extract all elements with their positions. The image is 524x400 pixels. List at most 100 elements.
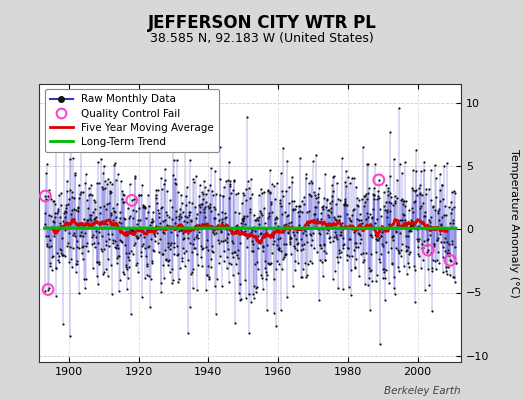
Point	[178, 255, 186, 262]
Point	[227, 230, 235, 236]
Point	[269, 238, 278, 244]
Point	[270, 310, 278, 316]
Point	[341, 179, 349, 185]
Point	[353, 230, 362, 236]
Point	[118, 269, 127, 275]
Point	[392, 195, 401, 202]
Point	[75, 232, 84, 238]
Point	[403, 246, 411, 253]
Point	[264, 260, 272, 266]
Point	[212, 223, 221, 229]
Point	[146, 222, 154, 228]
Point	[48, 224, 57, 230]
Point	[342, 168, 350, 174]
Point	[122, 250, 130, 256]
Point	[63, 188, 71, 194]
Point	[296, 203, 304, 210]
Point	[317, 245, 325, 251]
Point	[166, 197, 174, 204]
Point	[205, 276, 214, 282]
Point	[167, 224, 175, 231]
Point	[117, 223, 126, 230]
Point	[401, 216, 409, 223]
Point	[286, 239, 294, 246]
Point	[44, 286, 52, 293]
Point	[151, 192, 160, 198]
Point	[194, 202, 203, 208]
Point	[366, 232, 375, 238]
Point	[45, 244, 53, 250]
Point	[288, 198, 296, 205]
Point	[74, 182, 83, 188]
Point	[48, 224, 56, 231]
Point	[330, 233, 339, 240]
Point	[312, 216, 321, 222]
Point	[341, 198, 350, 204]
Point	[168, 280, 177, 286]
Point	[198, 263, 206, 269]
Point	[51, 214, 60, 220]
Point	[371, 219, 379, 226]
Point	[227, 261, 236, 267]
Point	[178, 200, 187, 206]
Point	[413, 238, 422, 245]
Point	[301, 227, 309, 234]
Point	[156, 220, 165, 226]
Point	[450, 254, 458, 260]
Point	[54, 252, 63, 259]
Point	[99, 170, 107, 176]
Point	[143, 261, 151, 267]
Point	[101, 184, 110, 191]
Point	[42, 169, 50, 176]
Point	[150, 229, 159, 236]
Point	[175, 276, 183, 282]
Point	[237, 227, 246, 233]
Point	[133, 234, 141, 241]
Point	[76, 233, 84, 240]
Point	[381, 275, 389, 282]
Point	[374, 188, 382, 194]
Point	[434, 210, 443, 216]
Point	[422, 191, 430, 197]
Point	[223, 235, 231, 242]
Point	[65, 230, 73, 236]
Point	[351, 265, 359, 271]
Point	[438, 244, 446, 250]
Point	[278, 188, 286, 195]
Point	[292, 225, 300, 232]
Point	[201, 214, 209, 220]
Point	[439, 269, 447, 275]
Point	[221, 237, 229, 244]
Point	[357, 220, 366, 226]
Point	[162, 188, 171, 194]
Point	[291, 245, 300, 251]
Point	[157, 205, 165, 212]
Point	[429, 256, 437, 263]
Point	[298, 274, 307, 280]
Point	[73, 204, 82, 211]
Point	[100, 203, 108, 209]
Point	[420, 159, 428, 166]
Point	[133, 260, 141, 266]
Point	[314, 226, 322, 232]
Point	[192, 234, 200, 240]
Point	[377, 213, 385, 219]
Point	[190, 236, 198, 242]
Point	[254, 266, 262, 272]
Point	[277, 248, 286, 254]
Point	[383, 209, 391, 215]
Point	[405, 206, 413, 213]
Point	[435, 217, 443, 224]
Point	[190, 204, 199, 210]
Point	[277, 307, 286, 313]
Point	[286, 234, 294, 240]
Point	[133, 221, 141, 227]
Point	[132, 233, 140, 240]
Point	[196, 254, 205, 260]
Point	[356, 240, 364, 246]
Point	[347, 253, 356, 259]
Point	[127, 311, 135, 317]
Point	[151, 227, 159, 234]
Point	[450, 204, 458, 210]
Point	[161, 217, 169, 223]
